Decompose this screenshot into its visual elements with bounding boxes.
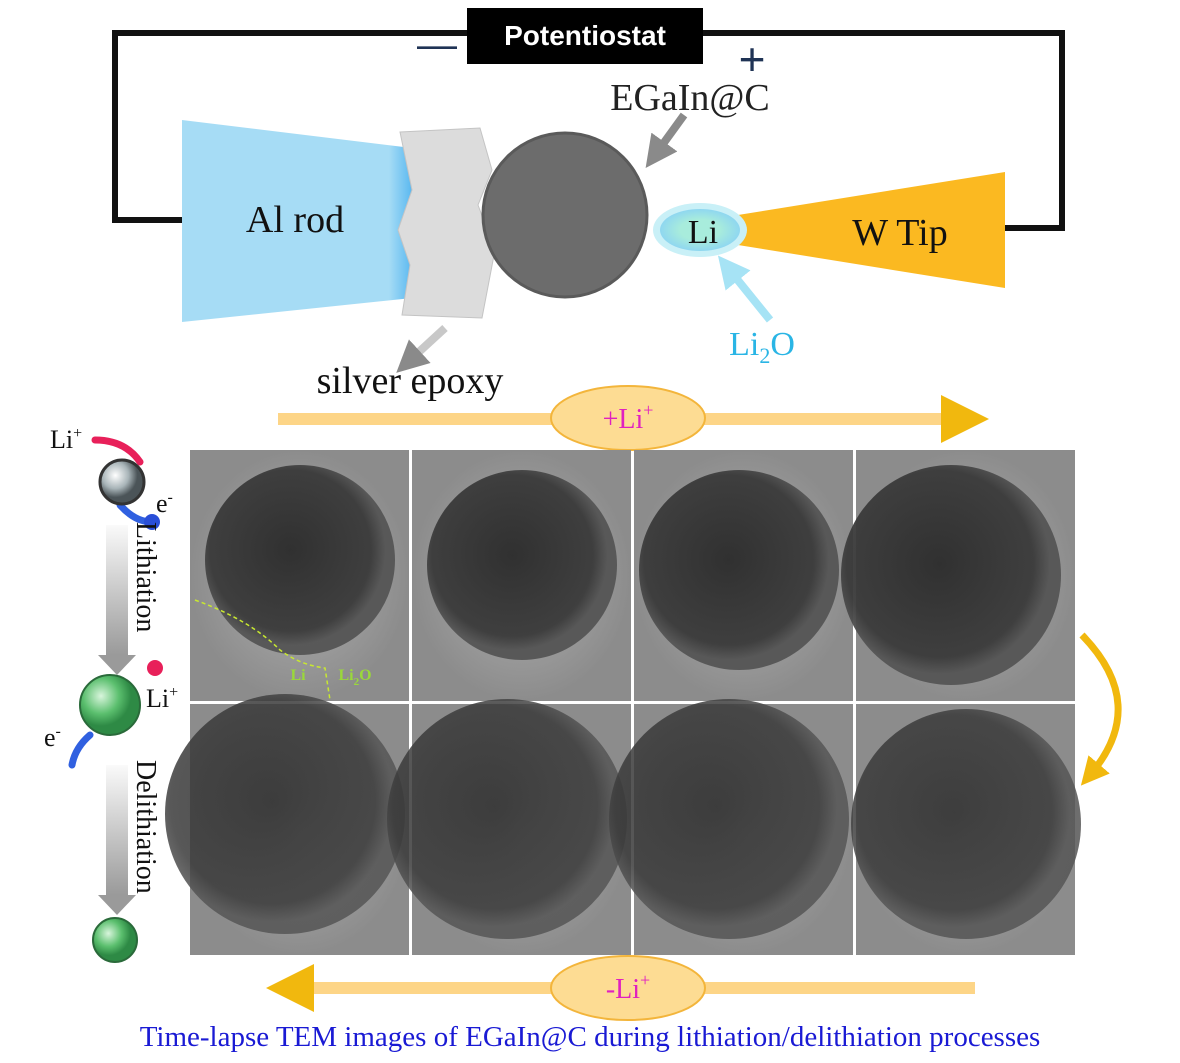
rod-label: Al rod bbox=[246, 199, 344, 241]
tem-particle bbox=[165, 694, 405, 934]
tem-li-label: Li bbox=[290, 667, 306, 684]
circuit-wire bbox=[112, 30, 1065, 231]
tem-particle bbox=[205, 465, 395, 655]
caption: Time-lapse TEM images of EGaIn@C during … bbox=[140, 1021, 1041, 1053]
li-label: Li bbox=[688, 214, 718, 251]
tem-image bbox=[387, 699, 631, 955]
tem-image bbox=[190, 450, 409, 701]
al-rod bbox=[182, 120, 412, 322]
delithiation-label: Delithiation bbox=[130, 760, 161, 894]
tem-particle bbox=[427, 470, 617, 660]
sphere-lithiated bbox=[79, 674, 141, 736]
silver-epoxy bbox=[397, 127, 496, 319]
down-arrow-head bbox=[98, 895, 136, 915]
cycle-arrow bbox=[1079, 632, 1122, 786]
oxide-label: Li2O bbox=[729, 326, 795, 368]
ion-label: Li+ bbox=[146, 684, 178, 713]
sphere-pristine bbox=[98, 458, 146, 506]
positive-sign: + bbox=[739, 33, 766, 85]
tem-particle bbox=[609, 699, 849, 939]
tem-image bbox=[841, 450, 1075, 701]
tem-image bbox=[634, 450, 853, 701]
sphere-delithiated bbox=[92, 917, 138, 963]
ion-label: Li+ bbox=[50, 425, 82, 454]
tem-grid bbox=[165, 450, 1081, 955]
electron bbox=[144, 514, 160, 530]
potentiostat-box bbox=[467, 8, 703, 64]
negative-sign: — bbox=[417, 23, 457, 67]
ion-trail bbox=[91, 436, 144, 466]
down-arrow bbox=[106, 765, 128, 895]
potentiostat-label: Potentiostat bbox=[504, 20, 666, 51]
ion bbox=[147, 660, 163, 676]
arrow bbox=[717, 255, 774, 323]
w-tip bbox=[738, 172, 1005, 288]
tem-boundary bbox=[194, 599, 331, 701]
epoxy-label: silver epoxy bbox=[317, 360, 504, 402]
lithiation-label: Lithiation bbox=[130, 522, 161, 632]
tem-particle bbox=[851, 709, 1081, 939]
tem-image bbox=[609, 699, 853, 955]
tem-particle bbox=[841, 465, 1061, 685]
tem-particle bbox=[639, 470, 839, 670]
lithiation-label: +Li+ bbox=[603, 400, 654, 435]
tem-oxide-label: Li2O bbox=[338, 667, 371, 688]
tem-image bbox=[165, 694, 409, 955]
tip-label: W Tip bbox=[852, 212, 947, 254]
electron-label: e- bbox=[156, 489, 173, 518]
egain-sphere bbox=[481, 131, 649, 299]
li-layer bbox=[660, 209, 740, 251]
tem-image bbox=[412, 450, 631, 701]
down-arrow bbox=[106, 525, 128, 655]
tem-particle bbox=[387, 699, 627, 939]
delithiation-badge bbox=[550, 955, 706, 1021]
tem-image bbox=[851, 704, 1081, 955]
down-arrow-head bbox=[98, 655, 136, 675]
electron-trail bbox=[68, 731, 94, 769]
arrow bbox=[396, 325, 448, 373]
arrow bbox=[645, 112, 688, 168]
electron-label: e- bbox=[44, 723, 61, 752]
delithiation-label: -Li+ bbox=[606, 970, 650, 1005]
sphere-label: EGaIn@C bbox=[610, 77, 770, 119]
